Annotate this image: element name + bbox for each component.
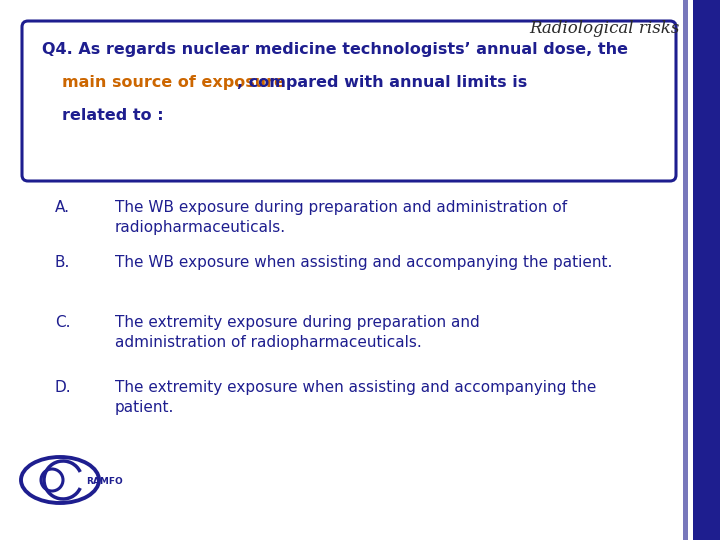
Text: B.: B.	[55, 255, 71, 270]
Text: The WB exposure when assisting and accompanying the patient.: The WB exposure when assisting and accom…	[115, 255, 613, 270]
Text: Radiological risks: Radiological risks	[530, 20, 680, 37]
Text: , compared with annual limits is: , compared with annual limits is	[237, 75, 527, 90]
Text: main source of exposure: main source of exposure	[62, 75, 285, 90]
Text: D.: D.	[55, 380, 71, 395]
Text: A.: A.	[55, 200, 70, 215]
Bar	[683, 0, 688, 540]
Text: Q4. As regards nuclear medicine technologists’ annual dose, the: Q4. As regards nuclear medicine technolo…	[42, 42, 628, 57]
Bar	[693, 0, 720, 540]
Text: The WB exposure during preparation and administration of
radiopharmaceuticals.: The WB exposure during preparation and a…	[115, 200, 567, 235]
Text: RAMFO: RAMFO	[86, 477, 122, 487]
FancyBboxPatch shape	[22, 21, 676, 181]
Text: C.: C.	[55, 315, 71, 330]
Text: The extremity exposure during preparation and
administration of radiopharmaceuti: The extremity exposure during preparatio…	[115, 315, 480, 350]
Text: related to :: related to :	[62, 108, 163, 123]
Text: The extremity exposure when assisting and accompanying the
patient.: The extremity exposure when assisting an…	[115, 380, 596, 415]
